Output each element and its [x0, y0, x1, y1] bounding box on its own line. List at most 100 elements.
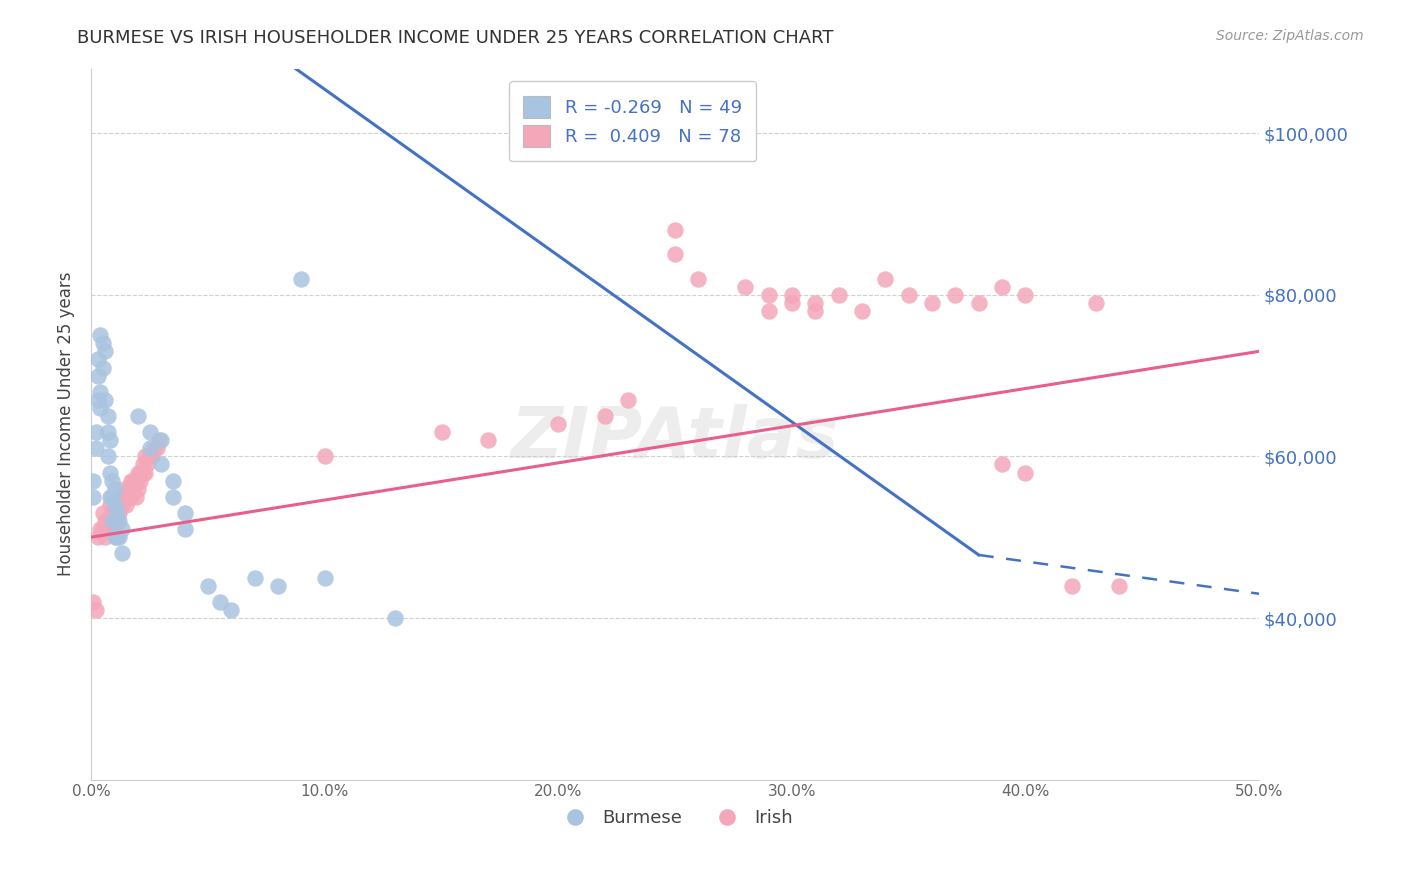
Point: [162, 474, 184, 488]
Point: [1062, 579, 1084, 593]
Point: [96, 522, 118, 536]
Point: [117, 482, 139, 496]
Point: [150, 458, 173, 472]
Point: [197, 579, 219, 593]
Point: [136, 458, 159, 472]
Point: [208, 595, 231, 609]
Point: [547, 417, 569, 431]
Point: [87, 368, 110, 383]
Point: [124, 474, 146, 488]
Point: [84, 442, 107, 456]
Point: [103, 530, 125, 544]
Point: [290, 271, 312, 285]
Point: [108, 514, 131, 528]
Point: [243, 571, 266, 585]
Point: [131, 466, 153, 480]
Point: [138, 442, 160, 456]
Point: [87, 530, 110, 544]
Text: Source: ZipAtlas.com: Source: ZipAtlas.com: [1216, 29, 1364, 43]
Point: [96, 425, 118, 439]
Point: [131, 458, 153, 472]
Point: [138, 425, 160, 439]
Point: [108, 506, 131, 520]
Point: [477, 434, 499, 448]
Point: [103, 498, 125, 512]
Point: [127, 482, 149, 496]
Y-axis label: Householder Income Under 25 years: Householder Income Under 25 years: [58, 272, 75, 576]
Point: [1014, 466, 1036, 480]
Point: [110, 490, 132, 504]
Point: [101, 506, 124, 520]
Point: [827, 287, 849, 301]
Point: [875, 271, 897, 285]
Point: [103, 522, 125, 536]
Point: [430, 425, 453, 439]
Point: [101, 474, 124, 488]
Point: [804, 296, 827, 310]
Point: [89, 328, 111, 343]
Point: [991, 279, 1014, 293]
Point: [103, 514, 125, 528]
Point: [758, 304, 780, 318]
Point: [98, 434, 121, 448]
Point: [115, 498, 138, 512]
Point: [617, 392, 640, 407]
Text: ZIPAtlas: ZIPAtlas: [510, 404, 839, 473]
Point: [110, 522, 132, 536]
Point: [82, 490, 104, 504]
Point: [108, 498, 131, 512]
Point: [1084, 296, 1107, 310]
Point: [82, 595, 104, 609]
Point: [129, 474, 152, 488]
Point: [314, 571, 336, 585]
Point: [87, 352, 110, 367]
Point: [91, 336, 114, 351]
Point: [734, 279, 756, 293]
Point: [115, 490, 138, 504]
Point: [112, 482, 135, 496]
Point: [120, 490, 142, 504]
Point: [688, 271, 710, 285]
Point: [91, 506, 114, 520]
Point: [945, 287, 967, 301]
Point: [129, 466, 152, 480]
Point: [89, 522, 111, 536]
Point: [804, 304, 827, 318]
Point: [148, 434, 170, 448]
Point: [82, 474, 104, 488]
Point: [758, 287, 780, 301]
Point: [105, 506, 128, 520]
Point: [384, 611, 406, 625]
Point: [780, 287, 803, 301]
Point: [98, 514, 121, 528]
Point: [664, 223, 686, 237]
Point: [94, 344, 117, 359]
Point: [110, 546, 132, 560]
Point: [105, 506, 128, 520]
Point: [314, 450, 336, 464]
Point: [105, 530, 128, 544]
Point: [780, 296, 803, 310]
Point: [897, 287, 920, 301]
Point: [108, 530, 131, 544]
Point: [96, 514, 118, 528]
Point: [134, 450, 156, 464]
Point: [221, 603, 243, 617]
Point: [145, 442, 167, 456]
Point: [921, 296, 943, 310]
Point: [127, 409, 149, 423]
Point: [98, 466, 121, 480]
Point: [91, 360, 114, 375]
Point: [267, 579, 290, 593]
Point: [127, 466, 149, 480]
Point: [138, 450, 160, 464]
Point: [117, 490, 139, 504]
Point: [101, 522, 124, 536]
Point: [96, 450, 118, 464]
Point: [94, 530, 117, 544]
Point: [98, 490, 121, 504]
Point: [103, 482, 125, 496]
Point: [94, 392, 117, 407]
Point: [173, 506, 195, 520]
Point: [101, 514, 124, 528]
